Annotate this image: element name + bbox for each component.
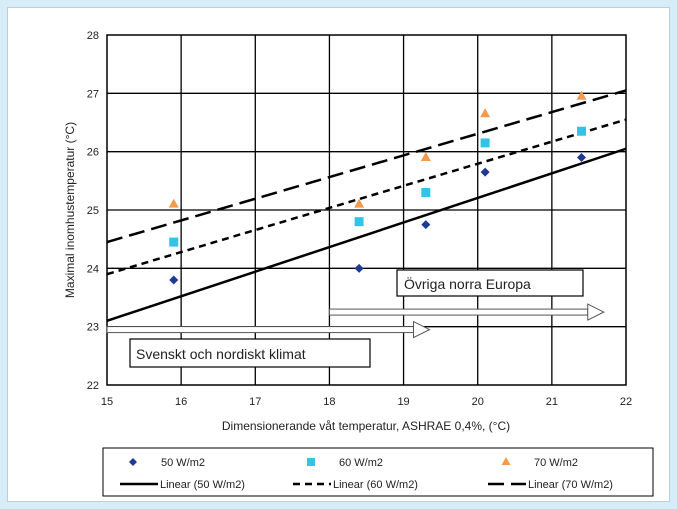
data-point (577, 153, 587, 162)
data-point (354, 263, 364, 273)
data-point (480, 167, 490, 177)
annotation-text: Svenskt och nordiskt klimat (136, 346, 306, 362)
legend-label: 50 W/m2 (161, 457, 205, 469)
y-tick-label: 23 (87, 322, 99, 334)
legend-label: Linear (50 W/m2) (160, 479, 245, 491)
data-point (480, 138, 490, 148)
x-tick-label: 18 (323, 396, 335, 408)
trendline (106, 147, 627, 323)
arrow-shaft (328, 308, 589, 316)
data-point (169, 275, 179, 285)
legend-label: 60 W/m2 (339, 457, 383, 469)
y-tick-label: 25 (87, 205, 99, 217)
annotation-text: Övriga norra Europa (404, 275, 531, 292)
data-point (169, 237, 179, 247)
x-tick-label: 22 (620, 396, 632, 408)
x-tick-label: 21 (546, 396, 558, 408)
x-tick-label: 15 (101, 396, 113, 408)
data-point (480, 108, 491, 118)
data-point (420, 152, 431, 161)
trendline (106, 118, 627, 276)
arrow-head (413, 320, 431, 339)
y-tick-label: 27 (87, 88, 99, 100)
data-point (576, 90, 587, 100)
data-point (129, 458, 137, 466)
data-points (168, 90, 587, 285)
y-tick-label: 24 (87, 263, 99, 275)
data-point (577, 126, 587, 136)
x-axis-title: Dimensionerande våt temperatur, ASHRAE 0… (222, 419, 510, 433)
data-point (307, 458, 315, 466)
annotation-box (129, 338, 371, 368)
chart-frame: 15 16 17 18 19 20 21 22 22 23 24 25 26 27 28 Övriga n… (7, 7, 670, 502)
y-tick-labels: 22 23 24 25 26 27 28 (87, 30, 99, 392)
y-tick-label: 22 (87, 380, 99, 392)
x-tick-label: 20 (472, 396, 484, 408)
x-tick-label: 17 (249, 396, 261, 408)
legend-box (102, 447, 654, 497)
x-tick-label: 16 (175, 396, 187, 408)
data-point (354, 198, 365, 208)
chart: 15 16 17 18 19 20 21 22 22 23 24 25 26 27 28 Övriga n… (63, 30, 654, 497)
data-point (421, 220, 431, 230)
y-tick-label: 26 (87, 147, 99, 159)
data-point (354, 217, 364, 227)
legend-label: 70 W/m2 (534, 457, 578, 469)
x-tick-labels: 15 16 17 18 19 20 21 22 (101, 396, 632, 408)
annotations: Övriga norra Europa Svenskt och nordiskt … (106, 269, 605, 368)
legend-label: Linear (70 W/m2) (528, 479, 613, 491)
arrow-head (587, 303, 605, 321)
trendlines (106, 89, 627, 323)
data-point (501, 457, 511, 465)
trendline (106, 89, 627, 244)
x-tick-label: 19 (397, 396, 409, 408)
legend: 50 W/m2 60 W/m2 70 W/m2 Linear (50 W/m2) Lin… (120, 457, 613, 491)
annotation-box (396, 269, 584, 297)
data-point (168, 198, 179, 208)
y-axis-title: Maximal inomhustemperatur (°C) (63, 122, 77, 298)
arrow-shaft (106, 326, 415, 334)
y-tick-label: 28 (87, 30, 99, 42)
data-point (421, 188, 431, 197)
legend-label: Linear (60 W/m2) (333, 479, 418, 491)
